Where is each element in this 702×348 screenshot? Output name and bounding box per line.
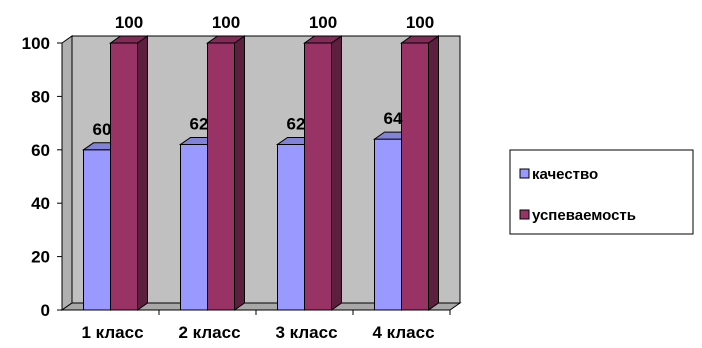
bar-top: [302, 35, 344, 44]
y-tick-label: 60: [31, 141, 50, 160]
x-tick-label: 2 класс: [178, 323, 240, 342]
data-labels: 60 100 62 100 62 100 64 100: [93, 13, 435, 139]
x-axis: 1 класс 2 класс 3 класс 4 класс: [62, 309, 451, 342]
bar: [207, 42, 235, 311]
data-label: 64: [384, 109, 403, 128]
bar: [83, 149, 111, 311]
side-wall: [61, 35, 73, 311]
bar-side: [234, 35, 245, 311]
legend-box: [509, 149, 694, 235]
bar-top: [205, 35, 247, 44]
y-axis: 0 20 40 60 80 100: [22, 34, 63, 320]
legend-swatch: [519, 168, 530, 179]
bar-side: [331, 35, 342, 311]
y-tick-label: 100: [22, 34, 50, 53]
bars: [81, 35, 441, 311]
bar: [304, 42, 332, 311]
bar: [110, 42, 138, 311]
legend-swatch: [519, 209, 530, 220]
data-label: 62: [190, 114, 209, 133]
bar-side: [137, 35, 148, 311]
y-tick-label: 80: [31, 87, 50, 106]
data-label: 62: [287, 114, 306, 133]
bar-top: [399, 35, 441, 44]
data-label: 60: [93, 120, 112, 139]
data-label: 100: [115, 13, 143, 32]
data-label: 100: [406, 13, 434, 32]
data-label: 100: [309, 13, 337, 32]
y-tick-label: 0: [41, 301, 50, 320]
y-tick-label: 40: [31, 194, 50, 213]
bar: [401, 42, 429, 311]
legend-label: успеваемость: [532, 207, 636, 224]
bar-side: [428, 35, 439, 311]
x-tick-label: 4 класс: [372, 323, 434, 342]
data-label: 100: [212, 13, 240, 32]
y-tick-label: 20: [31, 248, 50, 267]
x-tick-label: 3 класс: [275, 323, 337, 342]
legend-label: качество: [532, 166, 598, 183]
bar: [180, 143, 208, 311]
x-tick-label: 1 класс: [81, 323, 143, 342]
bar-top: [108, 35, 150, 44]
bar: [374, 138, 402, 311]
bar: [277, 143, 305, 311]
legend: качество успеваемость: [509, 149, 694, 235]
